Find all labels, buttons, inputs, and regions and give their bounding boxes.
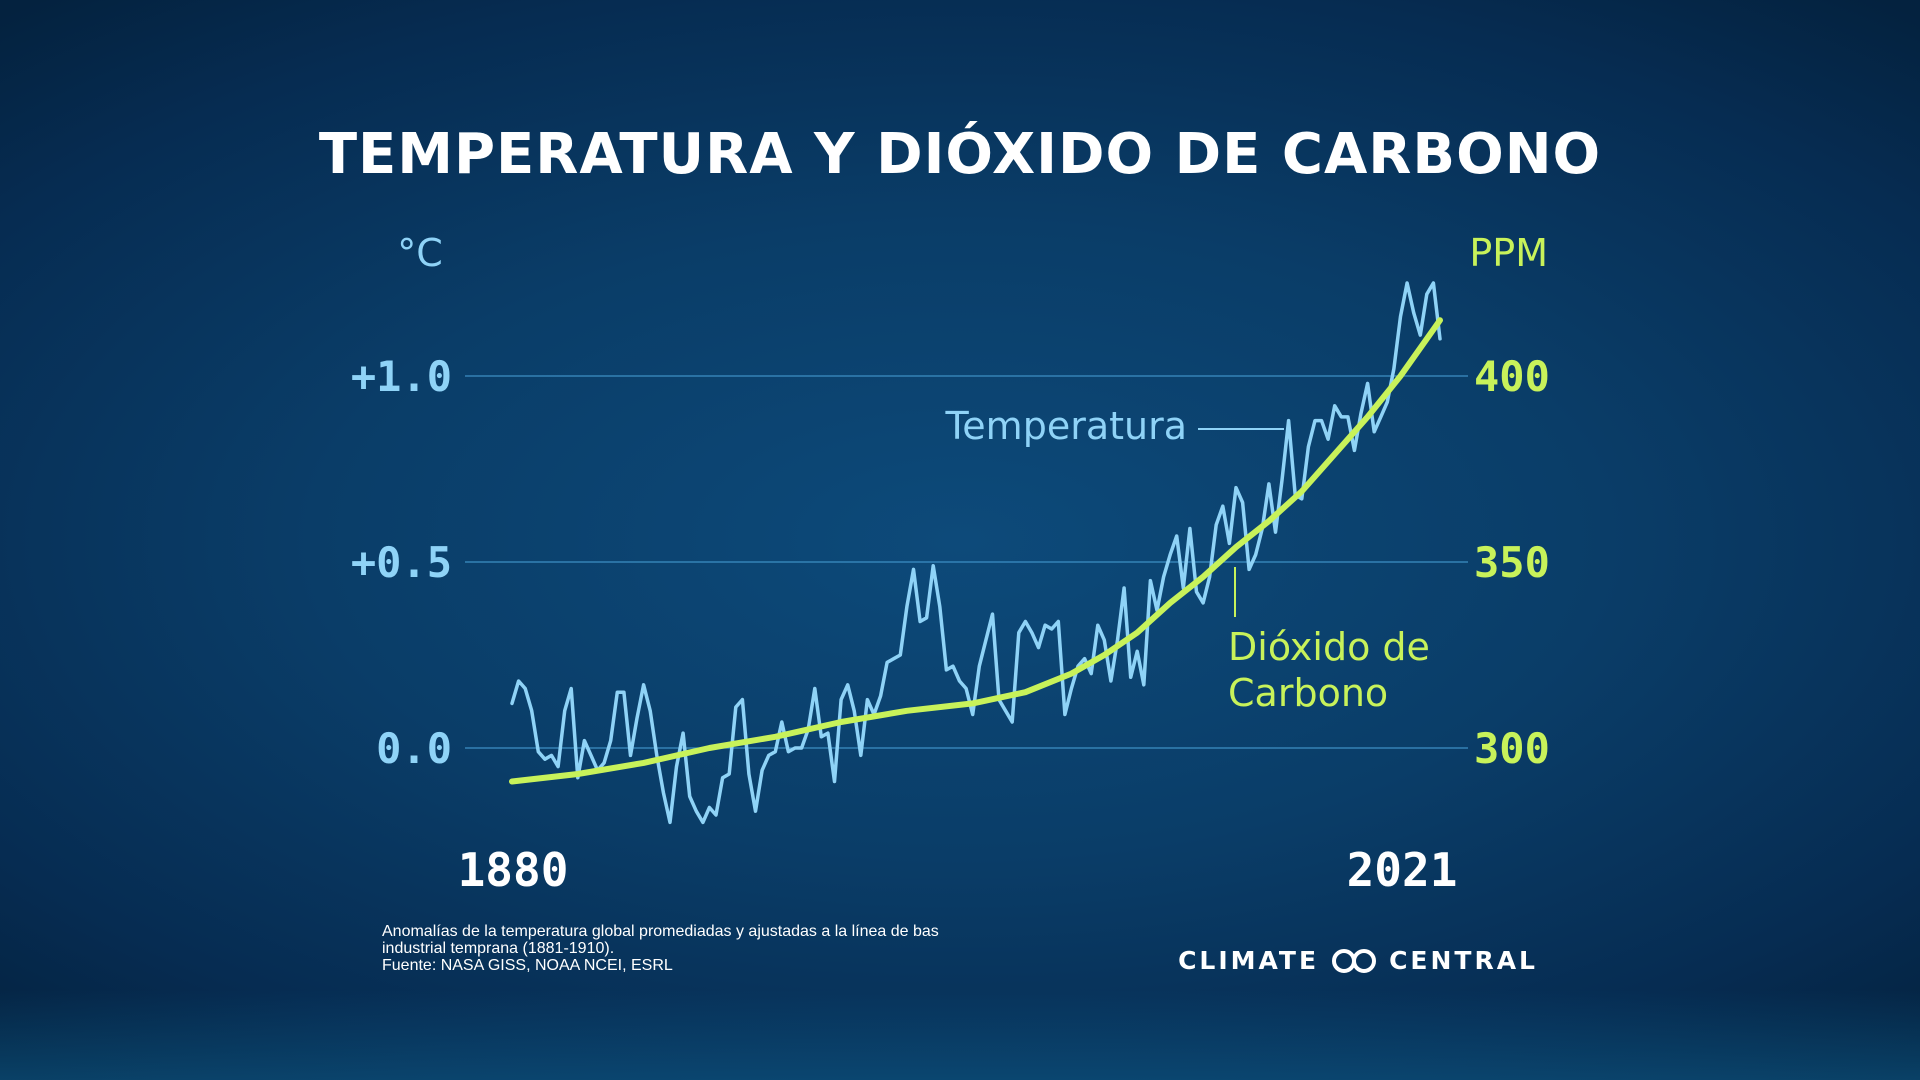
infinity-rings-icon [1332,948,1377,973]
left-axis-ticks: +1.0 +0.5 0.0 [351,352,452,773]
temperature-series-line [510,281,1442,825]
co2-label-line2: Carbono [1228,671,1388,715]
right-tick-label: 400 [1474,352,1550,401]
footnote-line-1: Anomalías de la temperatura global prome… [382,923,939,940]
logo-text-right: CENTRAL [1389,946,1538,975]
co2-series-line [509,317,1443,785]
x-tick-start: 1880 [458,843,569,897]
right-axis-unit: PPM [1469,231,1548,275]
right-tick-label: 350 [1474,538,1550,587]
right-axis-ticks: 400 350 300 [1474,352,1550,773]
right-tick-label: 300 [1474,724,1550,773]
series-layer [509,281,1443,825]
co2-label-line1: Dióxido de [1228,625,1430,669]
left-tick-label: +0.5 [351,538,452,587]
bottom-glow [0,990,1920,1080]
temperature-label: Temperatura [945,404,1187,448]
left-tick-label: 0.0 [376,724,452,773]
footnote-line-2: industrial temprana (1881-1910). [382,940,615,957]
footnote-line-3: Fuente: NASA GISS, NOAA NCEI, ESRL [382,957,673,974]
climate-central-logo: CLIMATE CENTRAL [1178,946,1538,975]
footnote: Anomalías de la temperatura global prome… [382,923,1082,974]
logo-text-left: CLIMATE [1178,946,1320,975]
left-axis-unit: °C [397,231,443,275]
left-tick-label: +1.0 [351,352,452,401]
x-tick-end: 2021 [1347,843,1458,897]
chart-title: TEMPERATURA Y DIÓXIDO DE CARBONO [318,122,1602,187]
